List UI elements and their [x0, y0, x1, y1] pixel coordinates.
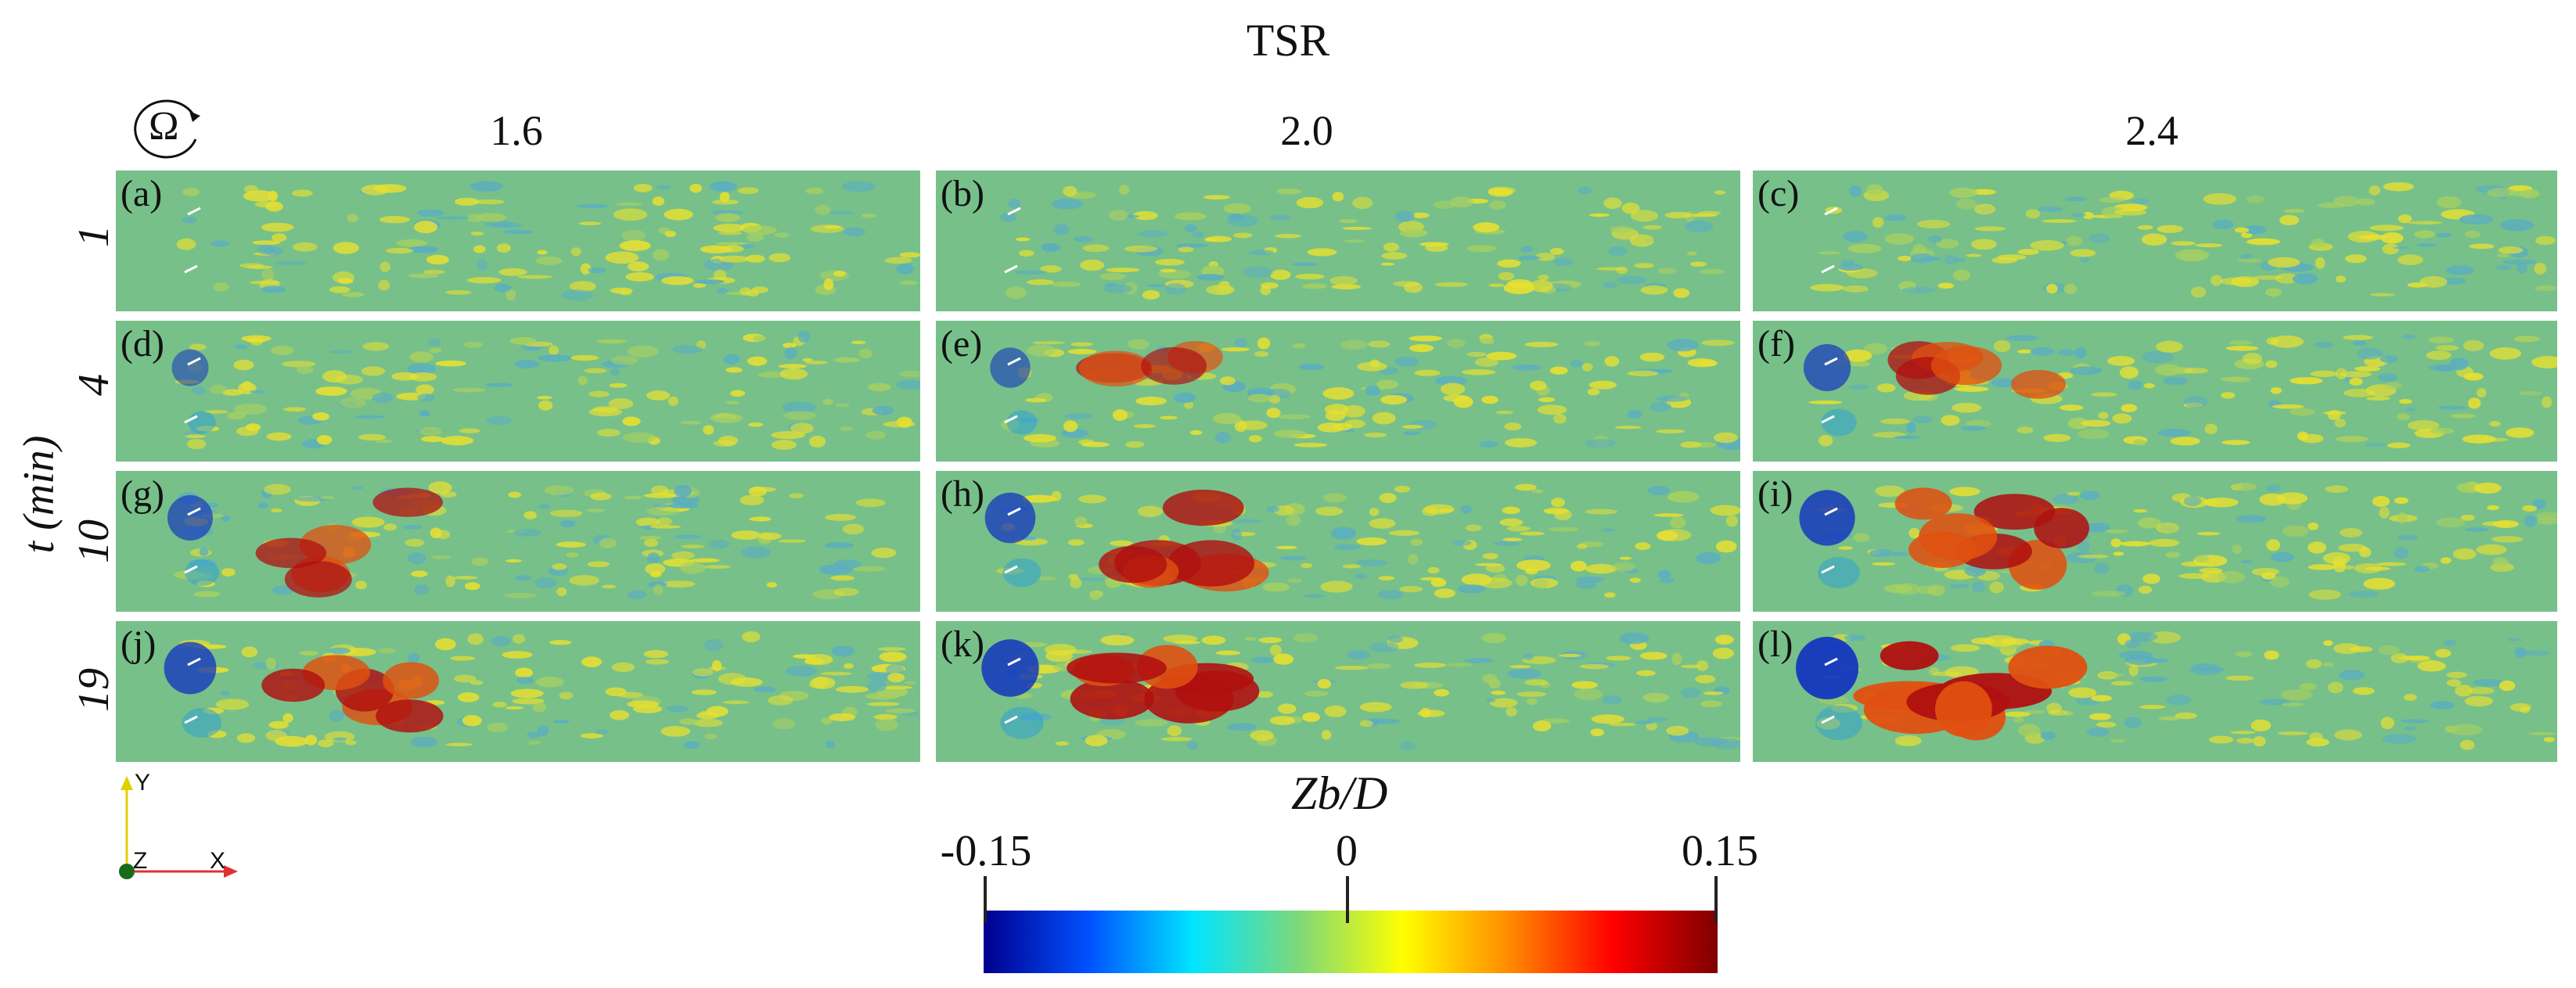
colorbar [984, 876, 1718, 973]
panel-label: (i) [1758, 473, 1793, 515]
panel-k: (k) [936, 621, 1740, 762]
colorbar-min-label: -0.15 [940, 827, 1032, 875]
row-label-3: 10 [70, 519, 118, 563]
omega-symbol: Ω [149, 104, 179, 149]
axis-z-label: Z [133, 848, 148, 874]
panel-c: (c) [1753, 171, 2557, 311]
panel-f: (f) [1753, 321, 2557, 462]
axis-y-label: Y [135, 770, 151, 796]
column-label-2: 2.0 [1280, 107, 1333, 154]
panel-label: (d) [121, 323, 164, 365]
colorbar-title: Zb/D [1291, 767, 1388, 819]
panel-label: (g) [121, 473, 164, 515]
panel-i: (i) [1753, 471, 2557, 612]
panel-label: (k) [941, 623, 984, 665]
panel-label: (c) [1758, 173, 1800, 214]
panel-label: (j) [121, 623, 157, 665]
panel-e: (e) [936, 321, 1740, 462]
panel-l: (l) [1753, 621, 2557, 762]
panel-a: (a) [116, 171, 920, 311]
panel-h: (h) [936, 471, 1740, 612]
row-label-2: 4 [70, 374, 118, 396]
rotation-icon: Ω [125, 92, 211, 163]
colorbar-max-label: 0.15 [1682, 827, 1758, 875]
panel-label: (b) [941, 173, 984, 214]
figure-title: TSR [1246, 15, 1330, 66]
row-axis-title: t (min) [15, 435, 63, 554]
column-label-3: 2.4 [2125, 107, 2178, 154]
row-label-4: 19 [70, 668, 118, 712]
axes-triad: Y Z X [110, 767, 250, 884]
colorbar-mid-label: 0 [1336, 827, 1358, 875]
panel-b: (b) [936, 171, 1740, 311]
panel-g: (g) [116, 471, 920, 612]
column-label-1: 1.6 [490, 107, 543, 154]
row-label-1: 1 [70, 225, 118, 247]
panel-label: (e) [941, 323, 983, 365]
axis-x-label: X [210, 848, 226, 874]
panel-label: (f) [1758, 323, 1795, 365]
panel-label: (l) [1758, 623, 1793, 665]
panel-d: (d) [116, 321, 920, 462]
panel-label: (a) [121, 173, 163, 214]
panel-j: (j) [116, 621, 920, 762]
panel-label: (h) [941, 473, 984, 515]
